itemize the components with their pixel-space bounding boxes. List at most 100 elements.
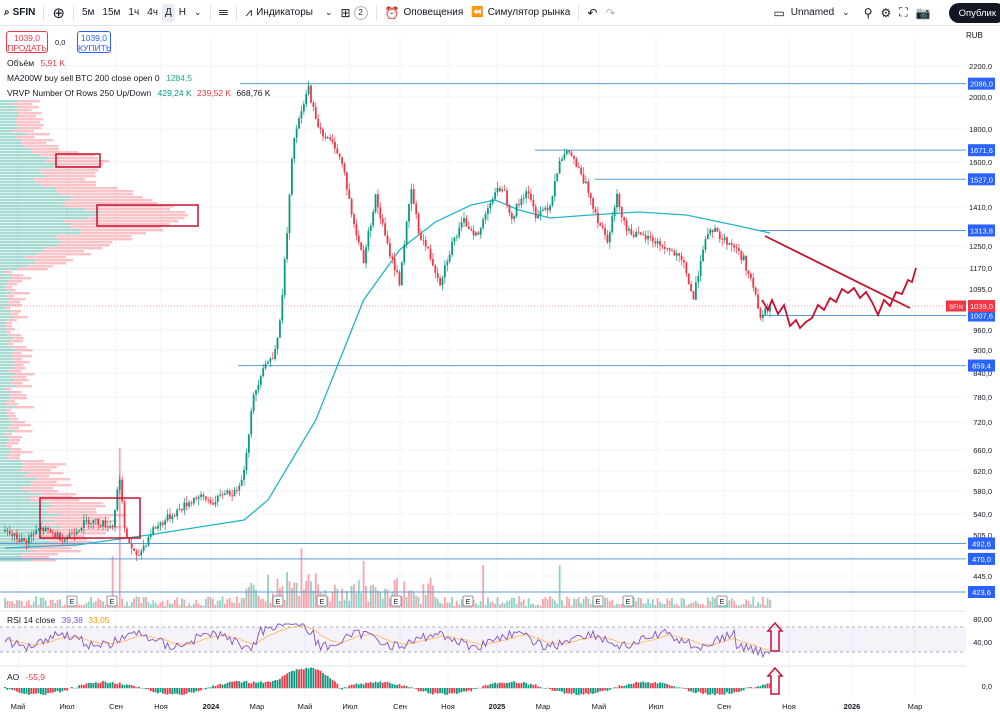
quick-search-button[interactable]: ⚲ (860, 0, 877, 26)
vrvp-down-bar (10, 394, 27, 397)
volume-bar (745, 599, 747, 608)
volume-bar (477, 604, 480, 608)
ao-bar (415, 688, 418, 690)
volume-bar (32, 601, 35, 608)
candle-body (630, 228, 633, 235)
volume-bar (240, 597, 243, 608)
currency-label[interactable]: RUB (966, 31, 983, 40)
candle-body (228, 490, 231, 496)
publish-button[interactable]: Опублик (948, 3, 1000, 23)
vrvp-down-bar (11, 391, 22, 394)
candle-body (628, 228, 630, 231)
candle-body (216, 495, 219, 502)
price-chart[interactable]: SFIN E E E E E E E E E 2200,0 2000,0 1800,0 1600,0 1… (0, 27, 1000, 715)
vrvp-down-bar (13, 316, 28, 319)
ao-bar (102, 680, 104, 689)
timeframe-4h[interactable]: 4ч (147, 7, 158, 18)
candle-body (298, 118, 300, 129)
candle-body (400, 262, 403, 286)
timeframe-15m[interactable]: 15м (102, 7, 121, 18)
time-axis[interactable]: Май Июл Сен Ноя 2024 Мар Май Июл Сен Ноя 2025 Мар Ма… (11, 702, 923, 711)
indicators-button[interactable]: ⩘ Индикаторы ⌄ (241, 0, 336, 26)
volume-bar (635, 601, 638, 608)
ao-bar (16, 688, 18, 692)
earnings-marker (622, 595, 634, 607)
layout-menu[interactable]: ▭ Unnamed ⌄ (769, 0, 853, 26)
layouts-button[interactable]: ⊞ 2 (337, 0, 372, 26)
candle-body (145, 545, 147, 546)
sell-button[interactable]: 1039,0 ПРОДАТЬ (6, 31, 48, 53)
volume-bar (343, 599, 346, 608)
vrvp-up-bar (0, 367, 14, 370)
vrvp-up-bar (0, 145, 24, 148)
candle-body (372, 211, 375, 226)
ao-bar (551, 688, 554, 691)
vrvp-down-bar (7, 457, 20, 460)
undo-button[interactable]: ↶ (583, 0, 601, 26)
ao-bar (44, 688, 47, 695)
redo-button[interactable]: ↷ (601, 0, 619, 26)
volume-bar (202, 605, 205, 608)
ao-bar (604, 688, 606, 691)
volume-bar (601, 605, 604, 608)
volume-bar (116, 605, 119, 608)
alerts-button[interactable]: ⏰ Оповещения (381, 0, 468, 26)
price-axis[interactable]: 2200,0 2000,0 1800,0 1600,0 1410,0 1250,0 1170… (966, 27, 1000, 715)
snapshot-button[interactable]: 📷 (912, 0, 935, 26)
timeframe-week[interactable]: Н (178, 7, 186, 18)
buy-button[interactable]: 1039,0 КУПИТЬ (77, 31, 111, 53)
vrvp-down-bar (7, 301, 21, 304)
chart-type-button[interactable]: 𝍢 (215, 0, 233, 26)
candle-body (190, 502, 193, 504)
vrvp-up-bar (0, 187, 57, 190)
volume-legend[interactable]: Объём 5,91 K (7, 58, 65, 68)
vrvp-down-bar (45, 532, 106, 535)
compare-button[interactable]: ⊕ (48, 0, 69, 26)
timeframe-day[interactable]: Д (161, 3, 175, 22)
candle-body (740, 250, 743, 261)
timeframe-dropdown[interactable]: ⌄ (190, 0, 206, 26)
vrvp-up-bar (0, 559, 31, 562)
ao-bar (616, 687, 618, 689)
ao-bar (749, 686, 752, 689)
timeframe-1h[interactable]: 1ч (128, 7, 140, 18)
candle-body (195, 497, 198, 499)
ao-bar (231, 681, 234, 689)
vrvp-up-bar (0, 433, 5, 436)
vrvp-up-bar (0, 499, 31, 502)
ao-bar (508, 682, 511, 689)
candle-body (121, 479, 124, 502)
vrvp-legend[interactable]: VRVP Number Of Rows 250 Up/Down 429,24 K… (7, 88, 270, 98)
candle-body (188, 502, 190, 507)
replay-button[interactable]: ⏪ Симулятор рынка (467, 0, 574, 26)
vrvp-down-bar (58, 238, 133, 241)
vrvp-up-bar (0, 298, 10, 301)
candle-body (262, 368, 265, 376)
volume-bar (412, 592, 415, 608)
ao-bar (568, 688, 571, 694)
ao-bar (28, 688, 30, 695)
volume-bar (176, 597, 179, 608)
ao-bar (279, 678, 281, 689)
settings-button[interactable]: ⚙ (877, 0, 896, 26)
price-tick-label: 445,0 (973, 572, 992, 581)
candle-body (441, 277, 444, 286)
timeframe-5m[interactable]: 5м (81, 7, 95, 18)
undo-icon: ↶ (587, 5, 598, 20)
candle-body (240, 479, 243, 486)
candle-body (338, 153, 341, 158)
volume-bar (520, 601, 523, 608)
candle-body (716, 228, 719, 232)
ao-legend[interactable]: AO -55,9 (7, 672, 45, 682)
volume-bar (396, 578, 398, 608)
volume-bar (314, 573, 317, 608)
candle-body (87, 519, 90, 524)
fullscreen-button[interactable]: ⛶ (895, 0, 911, 26)
candle-body (78, 530, 81, 532)
symbol-search[interactable]: ⌕ SFIN (0, 0, 39, 26)
candle-body (577, 166, 580, 168)
rsi-legend[interactable]: RSI 14 close 39,38 33,05 (7, 615, 110, 625)
vrvp-up-bar (0, 172, 41, 175)
ma-legend[interactable]: MA200W buy sell BTC 200 close open 0 128… (7, 73, 192, 83)
candle-body (140, 550, 143, 556)
